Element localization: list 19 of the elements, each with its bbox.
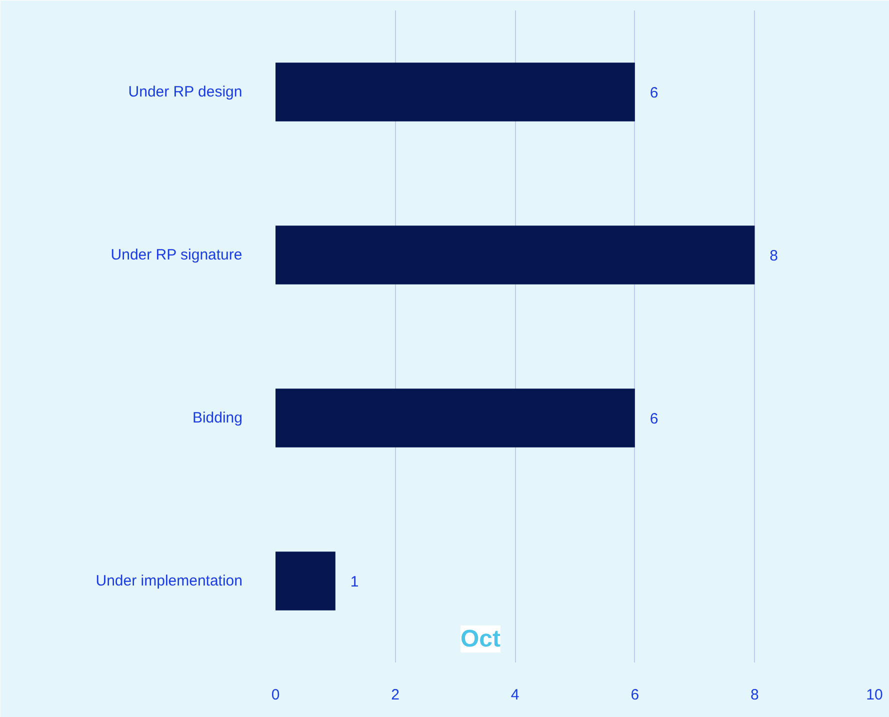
- x-tick-label: 0: [271, 686, 280, 704]
- x-tick-label: 10: [866, 686, 883, 704]
- y-tick-label: Under RP signature: [110, 246, 242, 264]
- bar: [276, 226, 755, 284]
- x-tick-label: 4: [510, 686, 520, 704]
- bar: [276, 552, 336, 610]
- data-label: 1: [350, 574, 359, 590]
- y-tick-label: Under RP design: [128, 84, 242, 100]
- data-label: 6: [650, 410, 658, 428]
- y-tick-label: Bidding: [192, 410, 243, 426]
- x-tick-label: 2: [391, 686, 400, 704]
- data-label: 6: [650, 84, 658, 102]
- y-tick-label: Under implementation: [96, 572, 243, 590]
- x-tick-label: 8: [750, 686, 759, 704]
- data-label: 8: [770, 248, 778, 264]
- bar: [276, 62, 635, 122]
- x-tick-label: 6: [630, 686, 640, 704]
- annotation: Oct: [460, 626, 501, 652]
- bar: [276, 388, 635, 448]
